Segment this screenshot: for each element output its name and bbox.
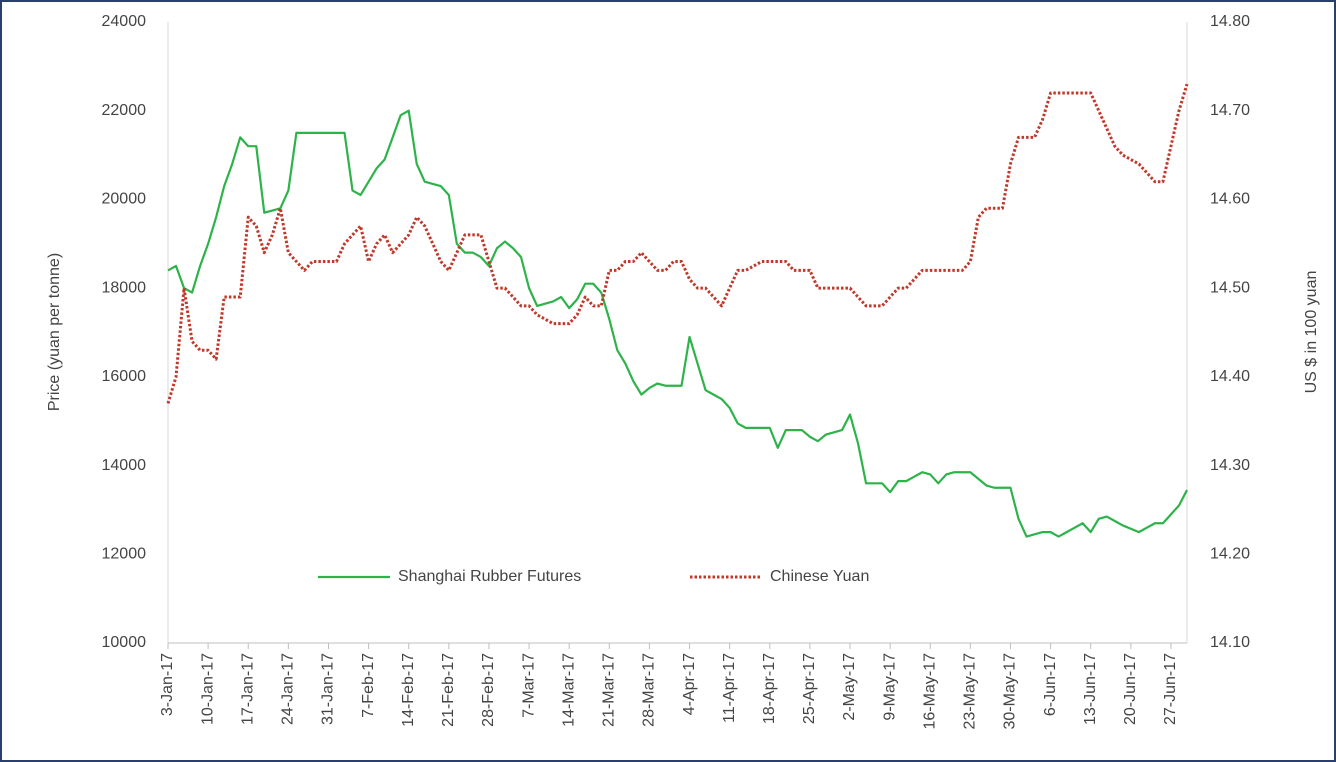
x-tick-label: 7-Feb-17 [360, 653, 377, 718]
y-tick-label: 12000 [102, 546, 147, 563]
x-tick-label: 7-Mar-17 [520, 653, 537, 718]
y-tick-label: 14000 [102, 457, 147, 474]
x-tick-label: 30-May-17 [1002, 653, 1019, 730]
x-tick-label: 10-Jan-17 [199, 653, 216, 725]
x-tick-label: 17-Jan-17 [239, 653, 256, 725]
x-tick-label: 24-Jan-17 [280, 653, 297, 725]
x-tick-label: 6-Jun-17 [1042, 653, 1059, 716]
x-tick-label: 23-May-17 [962, 653, 979, 730]
x-tick-label: 14-Mar-17 [560, 653, 577, 727]
x-tick-label: 28-Feb-17 [480, 653, 497, 727]
legend-label: Chinese Yuan [770, 568, 869, 585]
x-tick-label: 21-Feb-17 [440, 653, 457, 727]
series-line [166, 83, 1189, 404]
x-tick-label: 3-Jan-17 [159, 653, 176, 716]
y2-tick-label: 14.50 [1210, 279, 1250, 296]
y2-tick-label: 14.60 [1210, 191, 1250, 208]
x-tick-label: 14-Feb-17 [400, 653, 417, 727]
x-tick-label: 11-Apr-17 [721, 653, 738, 723]
y2-tick-label: 14.70 [1210, 102, 1250, 119]
x-tick-label: 25-Apr-17 [801, 653, 818, 724]
y-tick-label: 16000 [102, 368, 147, 385]
x-tick-label: 9-May-17 [881, 653, 898, 721]
y2-tick-label: 14.30 [1210, 457, 1250, 474]
x-tick-label: 20-Jun-17 [1122, 653, 1139, 725]
x-tick-label: 18-Apr-17 [761, 653, 778, 724]
y-tick-label: 20000 [102, 191, 147, 208]
x-tick-label: 16-May-17 [921, 653, 938, 730]
x-tick-label: 27-Jun-17 [1162, 653, 1179, 725]
y2-tick-label: 14.20 [1210, 546, 1250, 563]
y2-tick-label: 14.10 [1210, 634, 1250, 651]
y-axis-title: Price (yuan per tonne) [46, 253, 63, 411]
series-line [167, 109, 1188, 538]
x-tick-label: 13-Jun-17 [1082, 653, 1099, 725]
x-tick-label: 2-May-17 [841, 653, 858, 721]
x-tick-label: 21-Mar-17 [601, 653, 618, 727]
y-tick-label: 22000 [102, 102, 147, 119]
y-tick-label: 10000 [102, 634, 147, 651]
y-tick-label: 24000 [102, 13, 147, 30]
y-tick-label: 18000 [102, 279, 147, 296]
x-tick-label: 4-Apr-17 [681, 653, 698, 715]
y2-tick-label: 14.80 [1210, 13, 1250, 30]
y2-tick-label: 14.40 [1210, 368, 1250, 385]
y2-axis-title: US $ in 100 yuan [1303, 271, 1320, 394]
x-tick-label: 31-Jan-17 [320, 653, 337, 725]
legend-label: Shanghai Rubber Futures [398, 568, 581, 585]
x-tick-label: 28-Mar-17 [641, 653, 658, 727]
